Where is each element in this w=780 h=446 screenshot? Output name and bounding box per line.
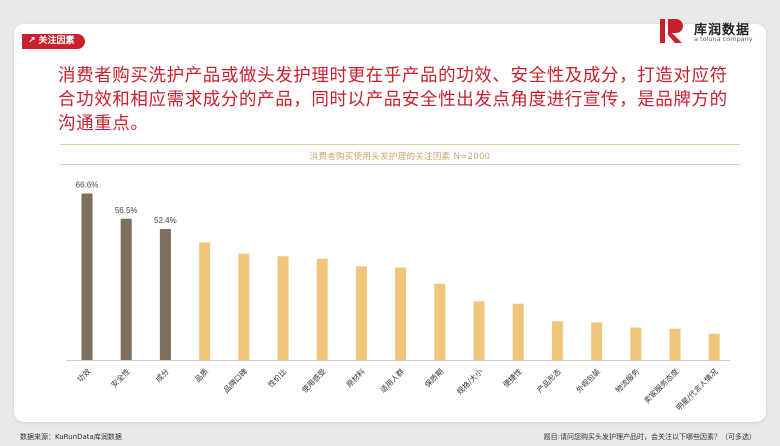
chart-title-rule-bottom [60,164,740,165]
bar-16 [708,333,720,360]
category-label-14: 物流服务 [613,366,642,395]
category-label-9: 保质期 [422,366,445,389]
category-label-1: 安全性 [109,366,132,389]
category-label-7: 原材料 [344,366,367,389]
bar-12 [551,321,563,360]
bar-5 [277,256,289,360]
category-label-4: 品牌口碑 [221,366,250,395]
section-tag-label: 关注因素 [38,36,75,46]
category-label-8: 适用人群 [378,366,407,395]
category-label-5: 性价比 [265,366,288,389]
category-label-16: 明星/代言人情况 [674,366,720,412]
bar-1 [120,218,132,360]
data-label-2: 52.4% [154,216,177,225]
bar-3 [199,242,211,360]
category-label-3: 品质 [192,366,210,384]
survey-question: 题目:请问您购买头发护理产品时，会关注以下哪些因素？（可多选） [543,433,756,441]
bar-9 [434,283,446,360]
bar-7 [355,266,367,360]
bar-10 [473,301,485,360]
bar-14 [630,327,642,360]
brand-tagline: a toluna company [694,35,753,43]
headline: 消费者购买洗护产品或做头发护理时更在乎产品的功效、安全性及成分，打造对应符合功效… [58,66,728,134]
bar-11 [512,303,524,360]
category-label-11: 便捷性 [501,366,524,389]
category-label-2: 成分 [153,366,171,384]
bar-15 [669,328,681,360]
brand-logo: 库润数据 a toluna company [660,17,772,45]
bar-6 [316,258,328,360]
brand-name-cn: 库润数据 [694,23,751,38]
category-label-12: 产品形态 [535,366,564,395]
bar-0 [81,193,93,360]
bar-13 [591,322,603,360]
section-tag: ↗ 关注因素 [22,34,85,49]
data-source: 数据来源：KuRunData库润数据 [20,433,122,441]
data-label-1: 56.5% [115,206,138,215]
bar-2 [159,229,171,360]
chart-title-rule-top [60,144,740,145]
category-label-6: 使用感受 [299,366,328,395]
data-label-0: 66.6% [76,181,99,190]
arrow-icon: ↗ [28,36,36,46]
category-label-13: 外观包装 [574,366,603,395]
bar-4 [238,253,250,360]
category-label-15: 卖家服务态度 [642,366,681,405]
category-label-10: 规格/大小 [454,366,484,396]
chart-title: 消费者购买使用头发护理的关注因素 N=2000 [309,152,491,162]
category-label-0: 功效 [75,366,93,384]
bar-8 [395,267,407,360]
brand-logo-icon [660,19,683,43]
